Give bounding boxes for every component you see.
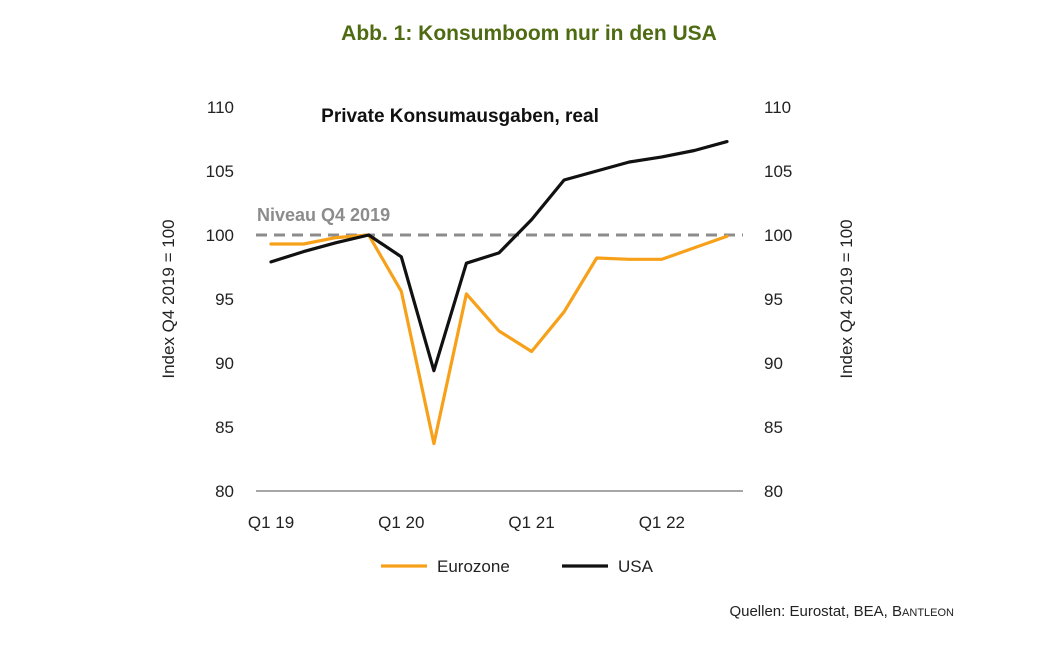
- series-line-usa: [269, 140, 729, 373]
- x-tick-label: Q1 19: [248, 513, 294, 532]
- y-tick-label-right: 105: [764, 162, 792, 181]
- y-tick-label-left: 100: [206, 226, 234, 245]
- y-axis-title-left: Index Q4 2019 = 100: [159, 219, 178, 378]
- y-tick-label-right: 110: [764, 98, 791, 117]
- source-brand: Bantleon: [892, 603, 954, 620]
- chart-title: Private Konsumausgaben, real: [321, 106, 599, 127]
- x-tick-label: Q1 20: [378, 513, 424, 532]
- y-tick-label-left: 85: [215, 418, 234, 437]
- series-line-eurozone: [269, 233, 729, 446]
- x-tick-label: Q1 22: [639, 513, 685, 532]
- legend-label: Eurozone: [437, 557, 510, 576]
- y-tick-label-left: 105: [206, 162, 234, 181]
- y-tick-label-right: 90: [764, 354, 783, 373]
- y-tick-label-left: 80: [215, 482, 234, 501]
- y-tick-label-right: 95: [764, 290, 783, 309]
- figure-title: Abb. 1: Konsumboom nur in den USA: [341, 22, 717, 45]
- y-tick-label-right: 100: [764, 226, 792, 245]
- y-tick-label-left: 95: [215, 290, 234, 309]
- y-tick-label-left: 110: [207, 98, 234, 117]
- y-tick-label-right: 80: [764, 482, 783, 501]
- y-tick-label-left: 90: [215, 354, 234, 373]
- legend-label: USA: [618, 557, 654, 576]
- source-note: Quellen: Eurostat, BEA, Bantleon: [729, 603, 954, 620]
- y-axis-title-right: Index Q4 2019 = 100: [837, 219, 856, 378]
- reference-line-label: Niveau Q4 2019: [257, 205, 390, 225]
- source-text: Quellen: Eurostat, BEA,: [729, 603, 893, 620]
- y-tick-label-right: 85: [764, 418, 783, 437]
- x-tick-label: Q1 21: [508, 513, 554, 532]
